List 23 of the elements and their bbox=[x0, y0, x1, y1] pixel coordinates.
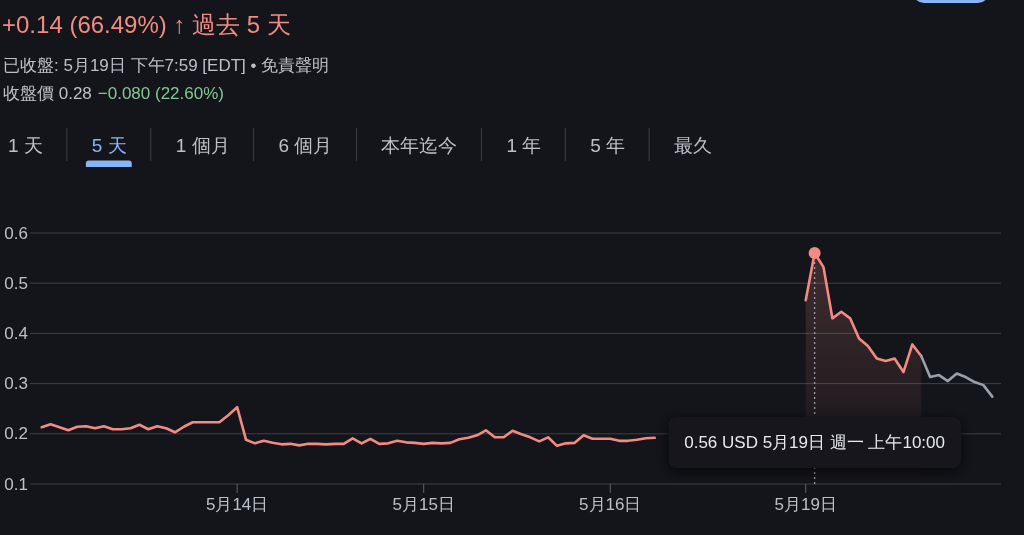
tab-label-selected: 5 天 bbox=[91, 134, 127, 156]
ytick-label: 0.3 bbox=[4, 374, 28, 394]
tab-label: 本年迄今 bbox=[381, 134, 458, 156]
tab-label: 1 個月 bbox=[175, 134, 230, 156]
ytick-label: 0.1 bbox=[4, 474, 28, 494]
tab-label: 1 年 bbox=[506, 134, 542, 156]
xtick-label: 5月19日 bbox=[774, 494, 837, 514]
xtick-label: 5月16日 bbox=[579, 494, 642, 514]
title: +0.14 (66.49%) ↑ 過去 5 天 bbox=[2, 11, 291, 38]
xtick-label: 5月15日 bbox=[392, 494, 455, 514]
ytick-label: 0.6 bbox=[4, 223, 28, 243]
ytick-label: 0.2 bbox=[4, 424, 28, 444]
tab-label: 6 個月 bbox=[278, 134, 333, 156]
annotation: 收盤價 0.28 bbox=[3, 84, 92, 103]
subtitle: 已收盤: 5月19日 下午7:59 [EDT] • 免責聲明 bbox=[3, 56, 330, 75]
annotation: −0.080 (22.60%) bbox=[97, 84, 224, 103]
ytick-label: 0.5 bbox=[4, 273, 28, 293]
tab-label: 最久 bbox=[674, 134, 713, 156]
ytick-label: 0.4 bbox=[4, 323, 28, 343]
xtick-label: 5月14日 bbox=[205, 494, 269, 514]
tab-label: 5 年 bbox=[590, 134, 626, 156]
tab-label: 1 天 bbox=[8, 134, 43, 156]
annotation: 0.56 USD 5月19日 週一 上午10:00 bbox=[684, 432, 945, 452]
